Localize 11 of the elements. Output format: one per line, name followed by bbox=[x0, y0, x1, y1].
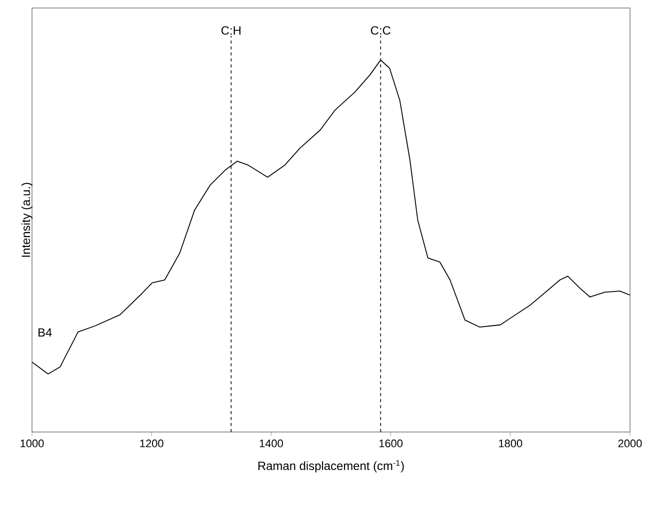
series-label: B4 bbox=[38, 328, 52, 337]
y-axis-title: Intensity (a.u.) bbox=[21, 182, 32, 257]
ref-line-label: C:C bbox=[370, 26, 390, 35]
x-tick-label: 1200 bbox=[140, 440, 164, 448]
x-tick-label: 1400 bbox=[260, 440, 283, 448]
ref-line-label: C:H bbox=[221, 26, 240, 35]
x-tick-label: 1600 bbox=[379, 440, 403, 448]
x-tick-label: 2000 bbox=[618, 440, 642, 448]
x-tick-label: 1800 bbox=[499, 440, 522, 448]
x-tick-label: 1000 bbox=[20, 440, 44, 448]
x-axis-title: Raman displacement (cm$^{-1}$) bbox=[258, 460, 404, 472]
